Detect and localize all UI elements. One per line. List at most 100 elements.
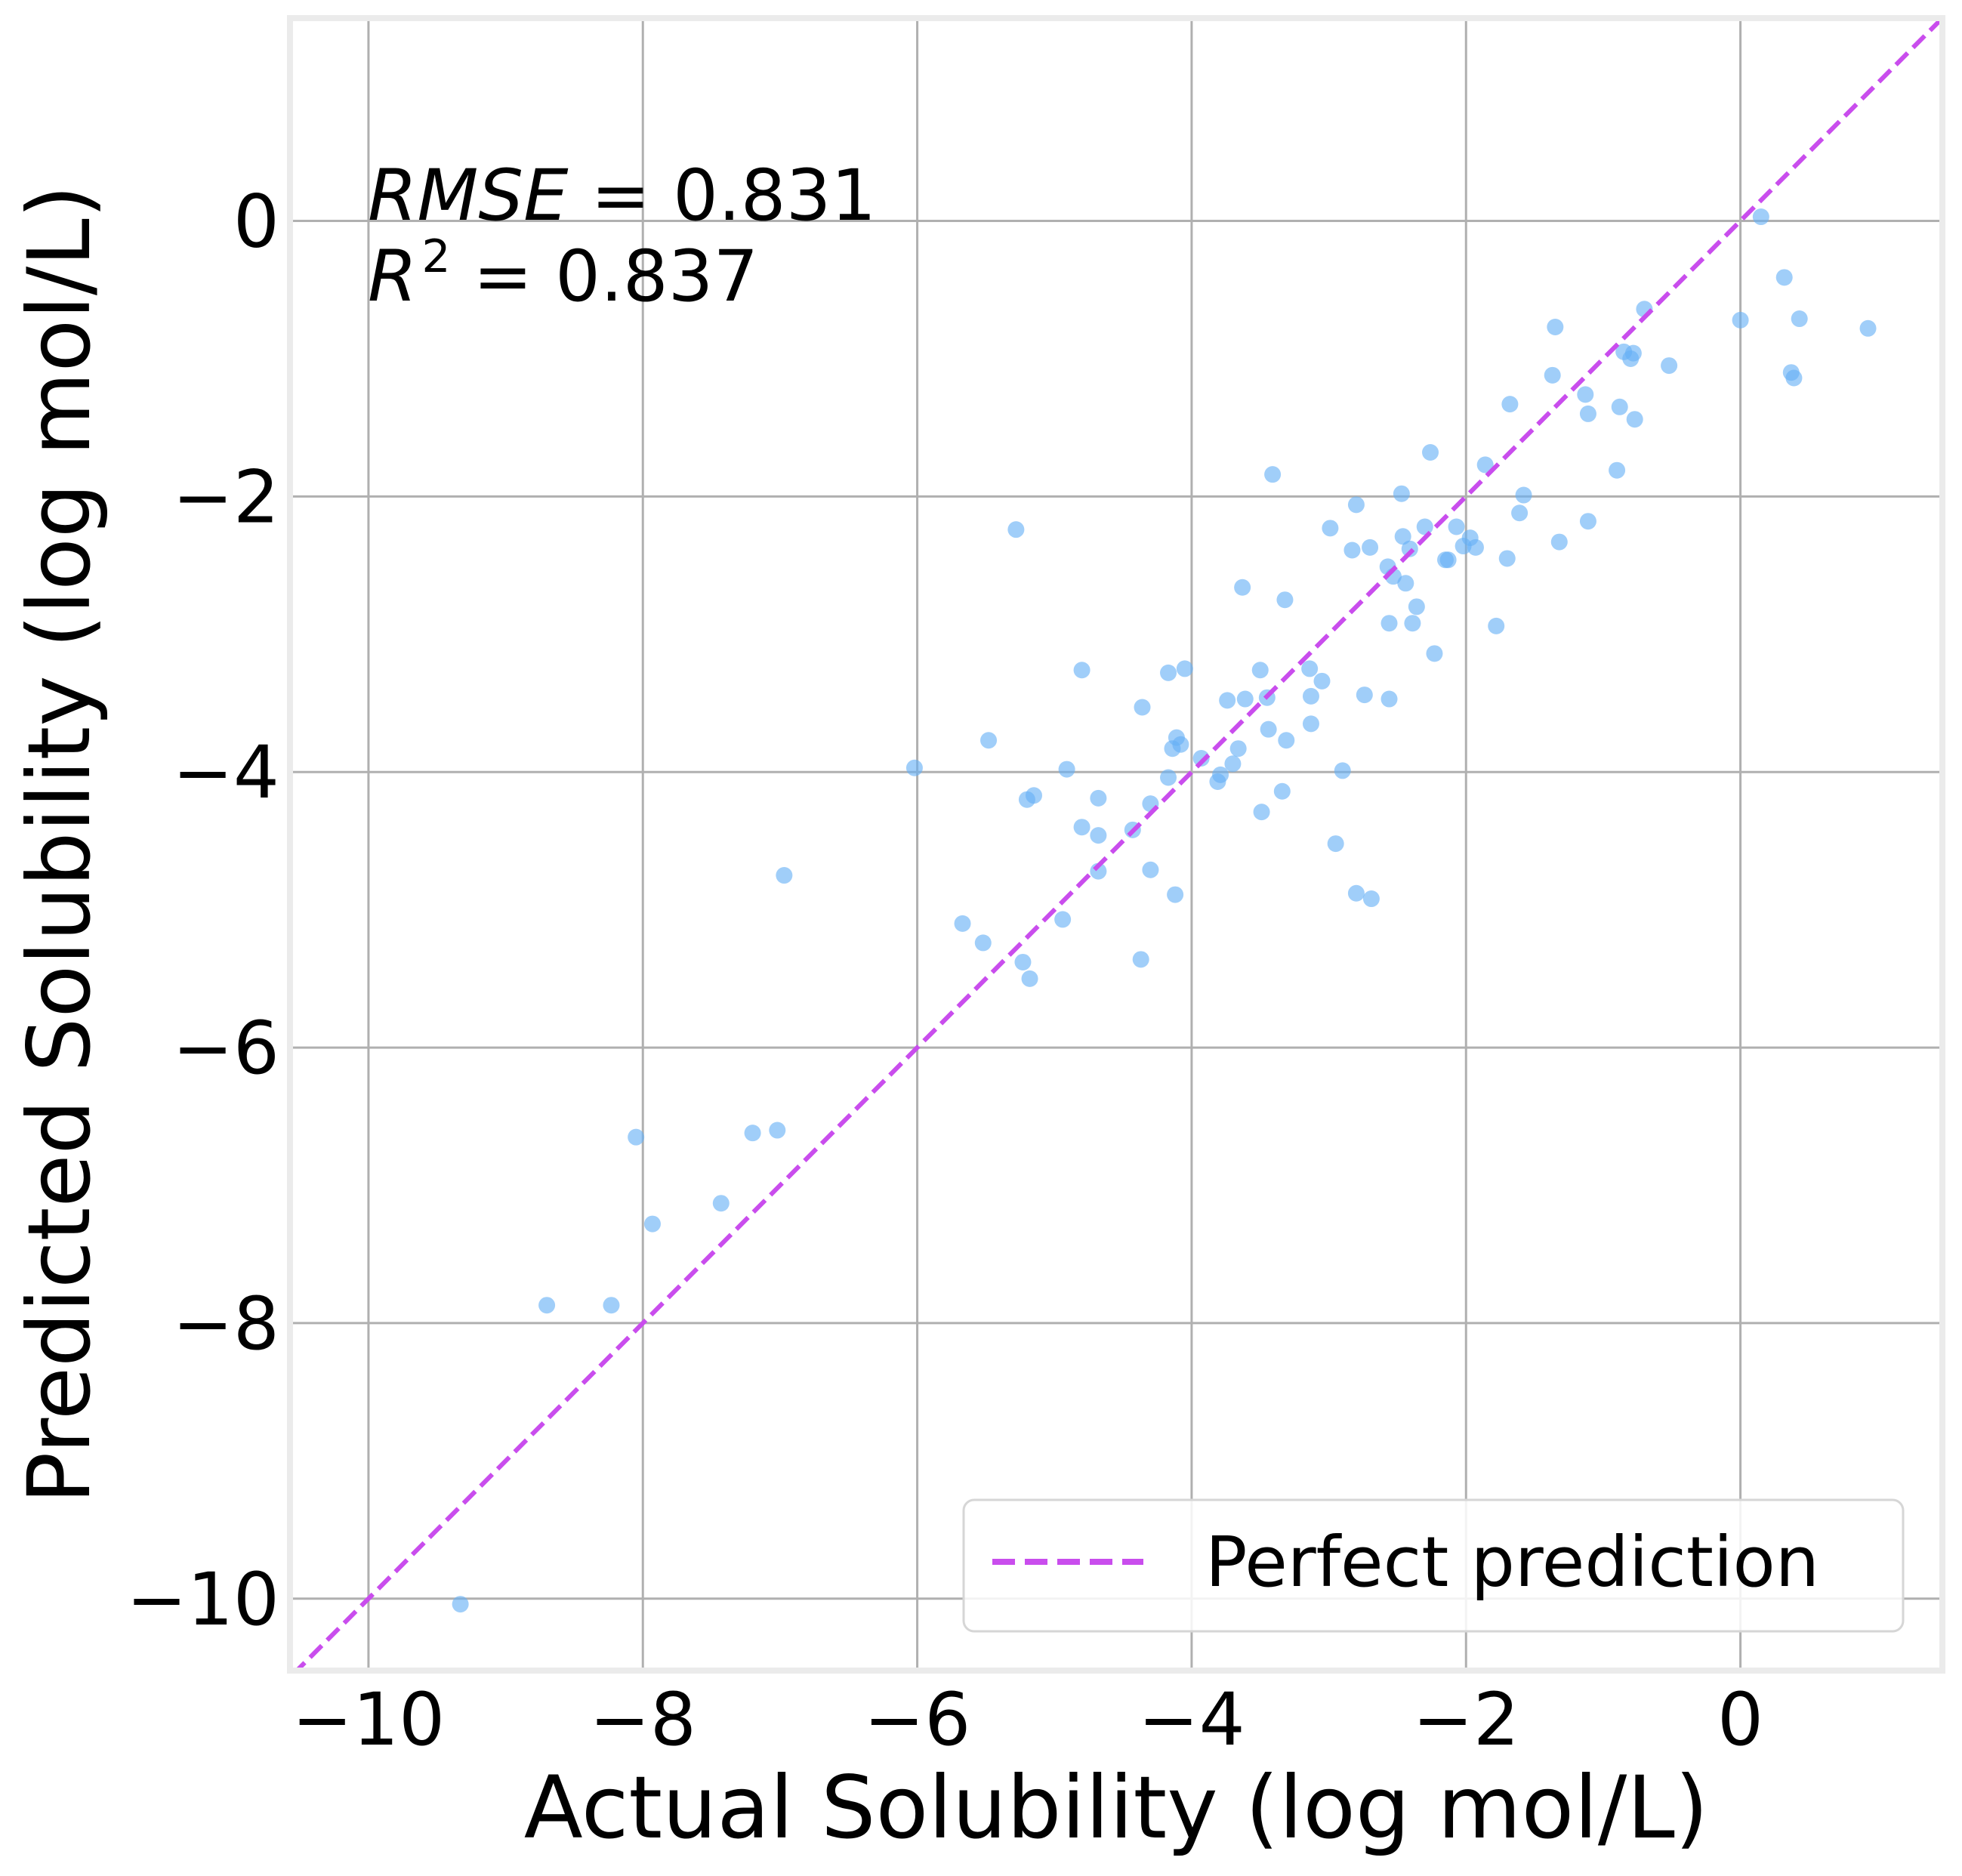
data-point	[1251, 662, 1269, 679]
data-point	[1362, 890, 1380, 908]
data-point	[1322, 520, 1339, 537]
legend-label: Perfect prediction	[1205, 1522, 1819, 1603]
r2-superscript: 2	[421, 230, 450, 283]
x-tick-label: −2	[1412, 1677, 1519, 1762]
grid-lines	[293, 21, 1939, 1668]
data-point	[1404, 615, 1421, 632]
data-point	[1467, 538, 1484, 556]
data-point	[1476, 456, 1494, 474]
data-point	[1014, 953, 1032, 970]
data-point	[1073, 662, 1091, 679]
data-point	[1343, 542, 1361, 559]
x-tick-label: −6	[864, 1677, 971, 1762]
data-point	[769, 1122, 786, 1139]
data-point	[1172, 736, 1189, 753]
data-point	[1347, 496, 1365, 514]
data-point	[1212, 766, 1229, 783]
data-point	[1253, 804, 1270, 821]
y-tick-label: −6	[172, 1006, 279, 1091]
data-point	[1132, 951, 1149, 968]
rmse-label: RMSE	[368, 155, 569, 237]
data-point	[1073, 819, 1091, 836]
data-point	[628, 1128, 645, 1146]
data-point	[1501, 396, 1519, 413]
data-point	[1192, 749, 1210, 767]
data-point	[1422, 443, 1439, 461]
rmse-annotation: RMSE = 0.831	[368, 155, 876, 237]
data-point	[1732, 311, 1749, 329]
perfect-prediction-line	[296, 21, 1939, 1668]
data-point	[1327, 835, 1344, 853]
data-point	[1313, 672, 1331, 690]
data-point	[1511, 504, 1529, 522]
data-point	[1626, 411, 1643, 428]
data-point	[1347, 884, 1365, 902]
data-point	[1176, 660, 1193, 677]
y-tick-label: −10	[126, 1557, 279, 1642]
data-point	[1401, 540, 1418, 557]
data-point	[974, 934, 992, 952]
legend-box	[962, 1498, 1905, 1633]
r2-value: = 0.837	[474, 236, 759, 318]
data-point	[603, 1297, 620, 1314]
data-point	[712, 1195, 730, 1212]
x-tick-label: −10	[292, 1677, 446, 1762]
y-tick-label: −8	[172, 1282, 279, 1366]
data-point	[1362, 538, 1379, 556]
data-point	[1380, 690, 1398, 708]
r2-annotation: R 2 = 0.837	[368, 230, 758, 318]
data-point	[1236, 690, 1254, 708]
data-point	[1356, 687, 1373, 704]
data-point	[1448, 518, 1465, 535]
data-point	[1301, 660, 1319, 677]
data-point	[1260, 720, 1277, 738]
data-point	[1577, 386, 1594, 403]
data-point	[1661, 357, 1678, 375]
data-point	[1515, 486, 1532, 504]
data-point	[1611, 398, 1628, 415]
data-point	[643, 1215, 661, 1233]
data-point	[1426, 645, 1443, 662]
data-point	[1026, 787, 1042, 804]
data-point	[1624, 344, 1642, 362]
r2-label: R	[368, 236, 417, 318]
data-point	[1021, 970, 1038, 987]
data-point	[1394, 528, 1411, 545]
data-point	[1273, 782, 1291, 800]
data-point	[1380, 615, 1398, 632]
data-point	[538, 1297, 556, 1314]
rmse-value: = 0.831	[591, 155, 876, 237]
legend: Perfect prediction	[962, 1498, 1905, 1633]
data-point	[744, 1125, 761, 1142]
data-point	[1090, 789, 1107, 807]
data-point	[1439, 551, 1457, 569]
data-point	[1167, 886, 1184, 903]
plot-frame	[287, 15, 1945, 1674]
data-point	[1058, 761, 1075, 778]
x-axis-title: Actual Solubility (log mol/L)	[524, 1757, 1709, 1858]
data-point	[1488, 617, 1505, 634]
data-point	[452, 1596, 469, 1613]
x-tick-label: 0	[1717, 1677, 1763, 1762]
data-point	[1547, 318, 1564, 335]
data-point	[1544, 366, 1561, 384]
data-point	[1397, 575, 1414, 592]
data-point	[1054, 911, 1072, 928]
data-point	[1090, 827, 1107, 844]
data-point	[1416, 518, 1433, 535]
data-point	[1752, 208, 1769, 226]
data-point	[1609, 461, 1626, 479]
y-tick-labels: −10 −8 −6 −4 −2 0	[126, 180, 279, 1642]
data-point	[776, 867, 793, 884]
data-point	[1142, 861, 1159, 878]
data-point	[1007, 521, 1025, 538]
data-point	[1234, 579, 1251, 596]
data-point	[1579, 513, 1596, 530]
data-point	[905, 759, 923, 776]
data-point	[1264, 466, 1282, 483]
data-point	[1334, 762, 1351, 779]
data-point	[1302, 687, 1319, 705]
data-point	[1791, 310, 1808, 328]
reference-line-group	[296, 21, 1939, 1668]
